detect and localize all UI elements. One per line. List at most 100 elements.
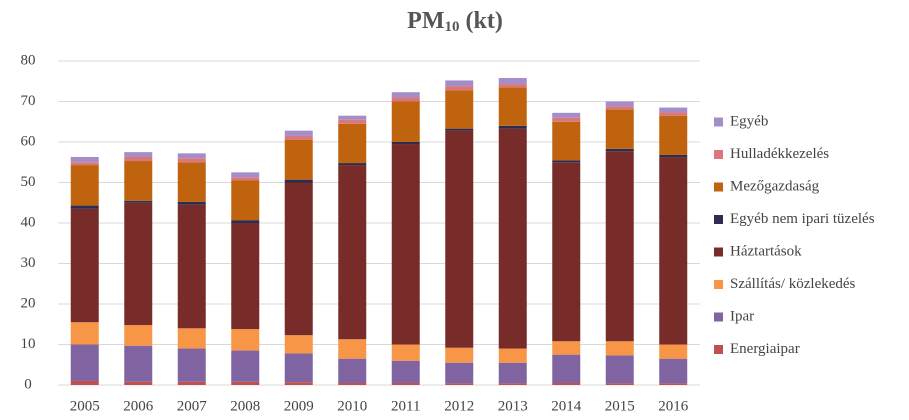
bar-segment — [445, 130, 474, 348]
bar-segment — [284, 353, 313, 383]
bar-segment — [605, 355, 634, 384]
bar-segment — [338, 165, 367, 340]
x-tick-label: 2009 — [284, 398, 314, 414]
bar-segment — [338, 119, 367, 124]
bar-segment — [498, 362, 527, 384]
bar-segment — [391, 382, 420, 385]
bar-segment — [552, 341, 581, 355]
bar-segment — [284, 130, 313, 136]
bar-segment — [70, 162, 99, 166]
bar-segment — [391, 92, 420, 98]
x-tick-label: 2013 — [498, 398, 528, 414]
legend-label: Egyéb — [730, 113, 768, 129]
bar-segment — [659, 383, 688, 385]
bar-segment — [231, 177, 260, 181]
bar-segment — [659, 157, 688, 345]
bar-segment — [552, 354, 581, 383]
legend-label: Szállítás/ közlekedés — [730, 276, 856, 292]
bar-segment — [231, 350, 260, 382]
bar-segment — [284, 382, 313, 385]
x-tick-label: 2014 — [551, 398, 582, 414]
bar-segment — [605, 109, 634, 149]
bar-segment — [124, 345, 153, 382]
bar-segment — [498, 78, 527, 85]
bar-segment — [231, 220, 260, 223]
bar-segment — [391, 142, 420, 145]
bar-segment — [70, 165, 99, 206]
bar-segment — [231, 180, 260, 221]
bar-segment — [659, 107, 688, 113]
y-tick-label: 20 — [21, 295, 36, 311]
x-tick-label: 2006 — [123, 398, 154, 414]
legend-label: Ipar — [730, 308, 754, 324]
bar-segment — [177, 348, 206, 382]
bar-segment — [231, 223, 260, 330]
bar-segment — [177, 201, 206, 205]
y-tick-label: 30 — [21, 255, 36, 271]
bar-segment — [552, 112, 581, 118]
bar-segment — [605, 101, 634, 107]
bar-segment — [552, 160, 581, 163]
bar-segment — [70, 380, 99, 385]
bar-segment — [124, 152, 153, 157]
legend-swatch — [714, 150, 723, 159]
x-tick-label: 2007 — [177, 398, 208, 414]
bar-segment — [284, 139, 313, 180]
bar-segment — [124, 325, 153, 346]
bar-segment — [284, 335, 313, 354]
bar-segment — [445, 362, 474, 384]
bar-segment — [338, 358, 367, 383]
bar-segment — [552, 121, 581, 161]
bar-segment — [605, 151, 634, 342]
y-tick-label: 40 — [21, 214, 36, 230]
bar-segment — [124, 161, 153, 201]
legend-label: Mezőgazdaság — [730, 178, 820, 194]
bar-segment — [124, 202, 153, 326]
x-tick-label: 2010 — [337, 398, 367, 414]
legend-label: Hulladékkezelés — [730, 146, 829, 162]
legend-label: Háztartások — [730, 243, 802, 259]
legend-swatch — [714, 215, 723, 224]
bar-segment — [231, 329, 260, 351]
bar-segment — [445, 90, 474, 129]
bar-segment — [498, 383, 527, 385]
bar-segment — [177, 381, 206, 385]
x-tick-label: 2015 — [605, 398, 635, 414]
y-tick-label: 0 — [24, 376, 32, 392]
title-suffix: (kt) — [459, 8, 502, 34]
bar-segment — [605, 148, 634, 152]
bar-segment — [124, 381, 153, 385]
bar-segment — [284, 135, 313, 140]
bar-segment — [391, 360, 420, 383]
y-tick-label: 60 — [21, 133, 36, 149]
bar-segment — [177, 204, 206, 329]
bar-segment — [70, 156, 99, 163]
x-tick-label: 2012 — [444, 398, 474, 414]
bar-segment — [445, 128, 474, 131]
bar-segment — [70, 205, 99, 209]
chart-title: PM10 (kt) — [407, 8, 503, 36]
bar-segment — [231, 381, 260, 385]
bar-segment — [552, 382, 581, 385]
bar-segment — [605, 106, 634, 110]
bar-segment — [498, 87, 527, 126]
bar-segment — [177, 162, 206, 202]
bar-segment — [338, 163, 367, 166]
bar-segment — [498, 128, 527, 349]
bar-segment — [659, 154, 688, 158]
bar-segment — [70, 208, 99, 323]
bar-segment — [605, 383, 634, 385]
legend-swatch — [714, 247, 723, 257]
y-tick-label: 80 — [21, 52, 36, 68]
bar-segment — [124, 200, 153, 203]
bar-segment — [177, 328, 206, 349]
bar-segment — [552, 117, 581, 122]
bar-segment — [124, 156, 153, 162]
bar-segment — [70, 344, 99, 381]
bar-segment — [391, 344, 420, 361]
x-tick-label: 2011 — [391, 398, 420, 414]
legend-label: Egyéb nem ipari tüzelés — [730, 211, 875, 227]
bar-segment — [70, 322, 99, 345]
bar-segment — [338, 339, 367, 359]
